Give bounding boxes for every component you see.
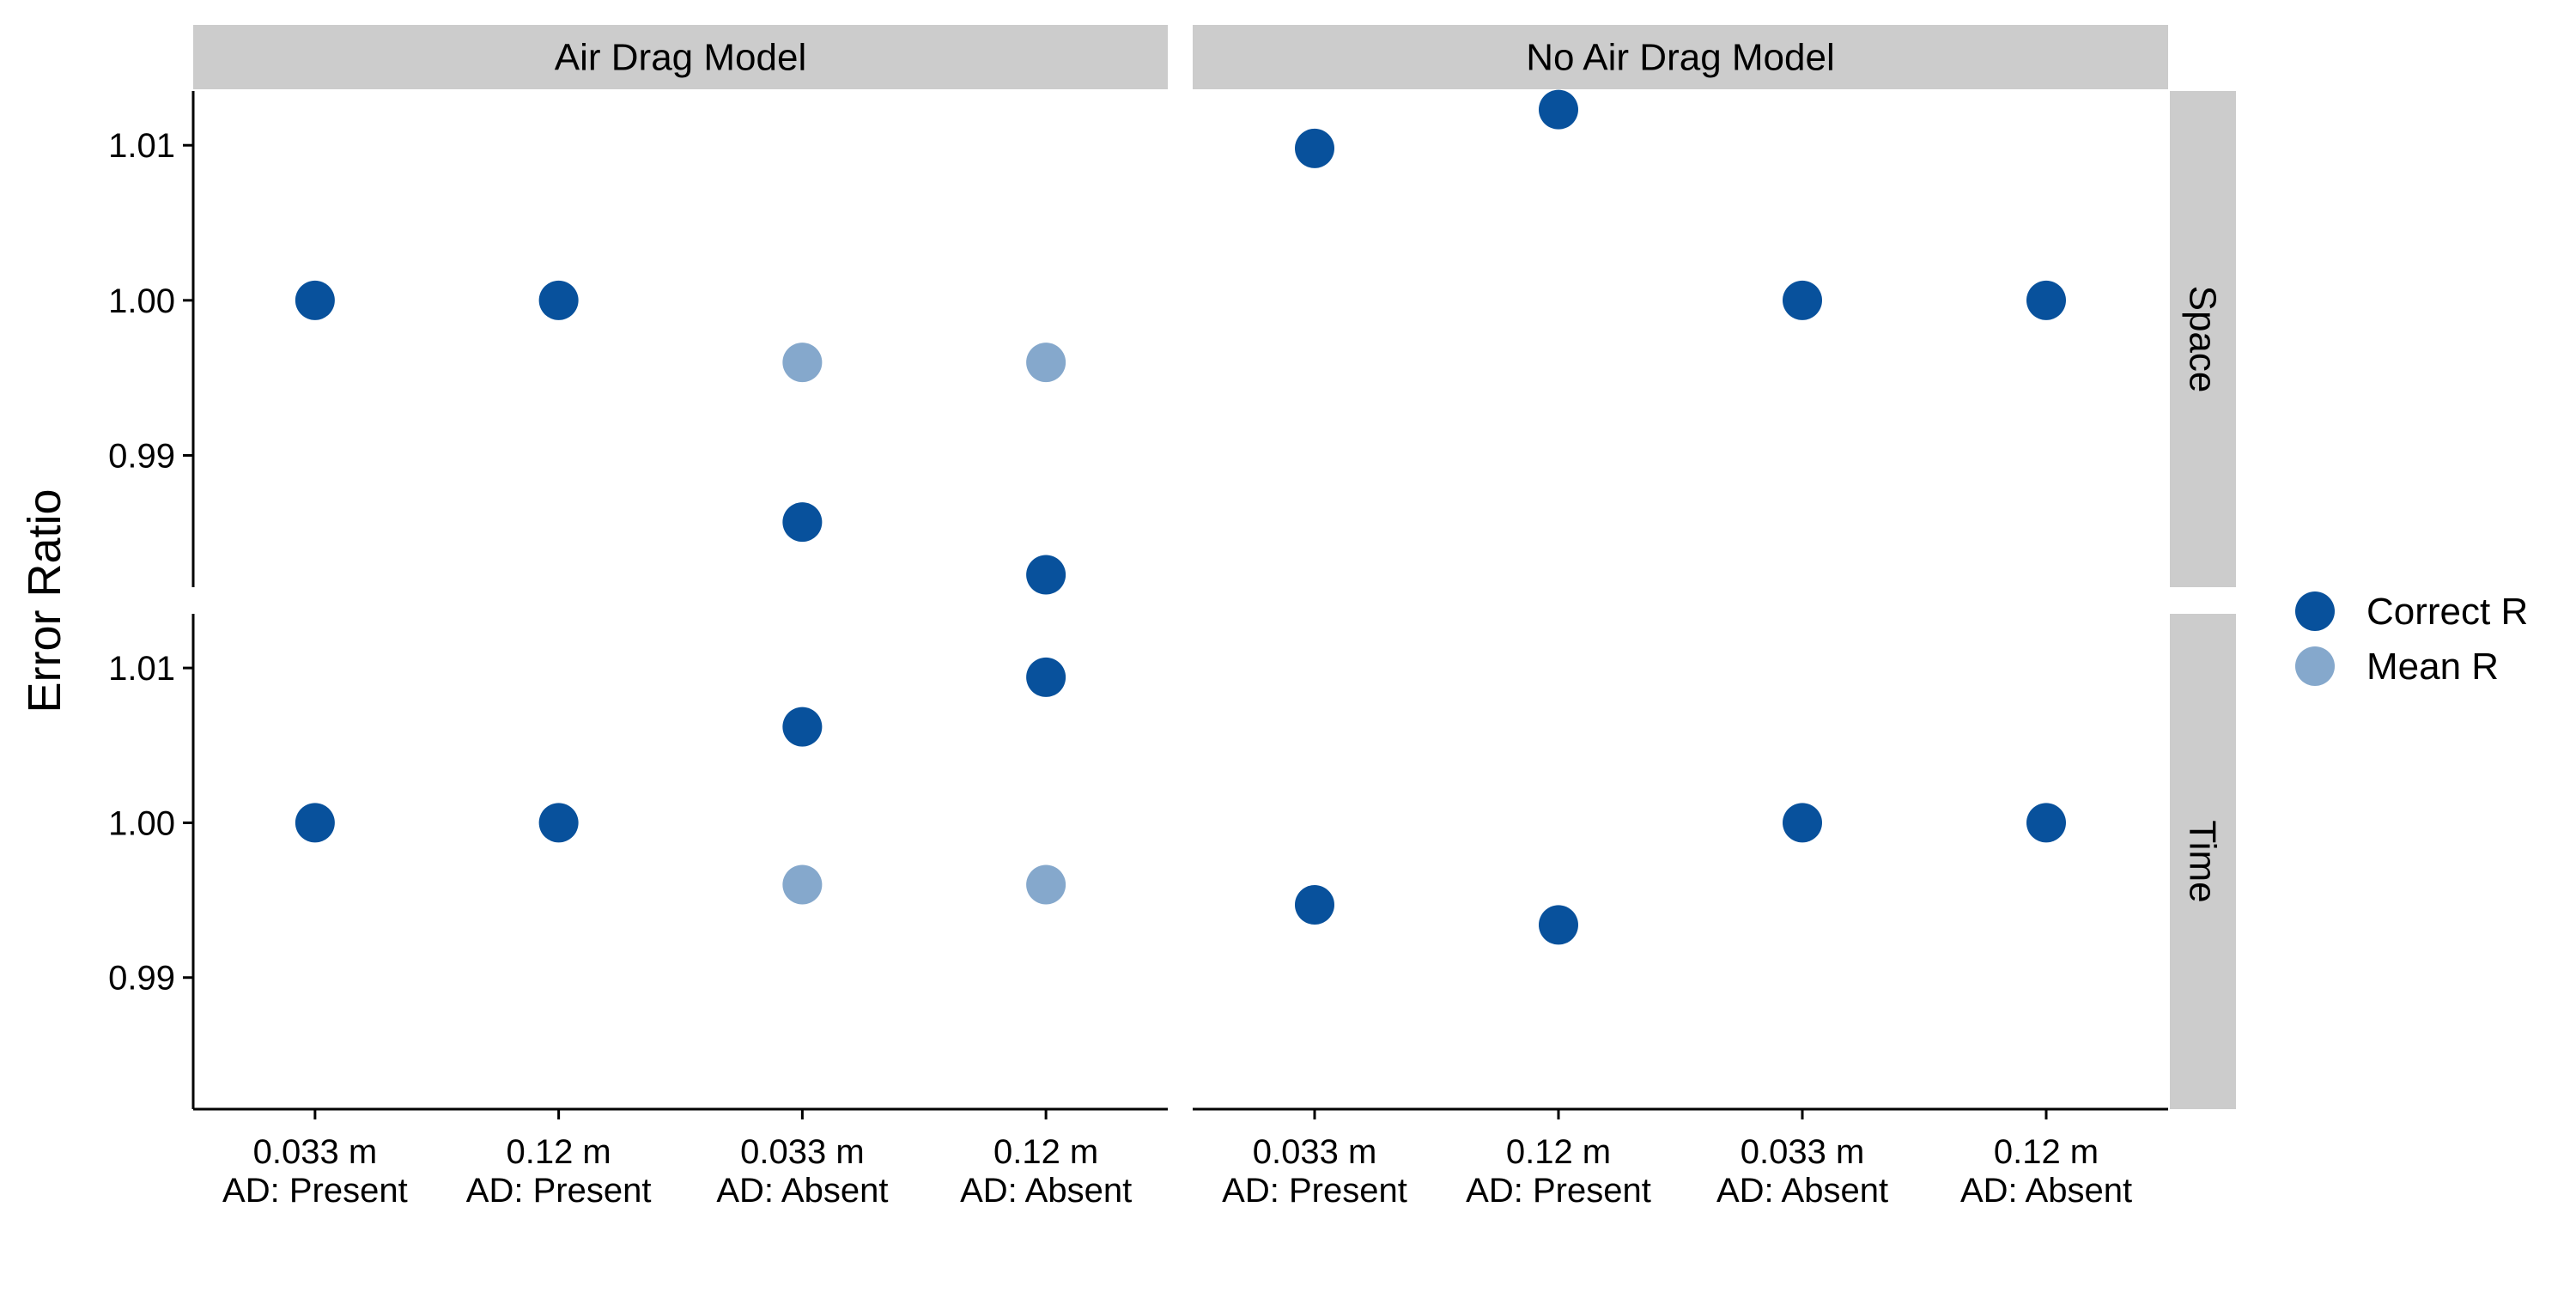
column-strip-no-air-drag-model: [1193, 25, 2168, 89]
x-tick-label-air-drag-model-2-line2: AD: Absent: [716, 1172, 888, 1210]
x-tick-label-no-air-drag-model-1-line2: AD: Present: [1466, 1172, 1651, 1210]
x-tick-label-air-drag-model-2-line1: 0.033 m: [740, 1133, 865, 1171]
y-tick-label-time-1: 1.00: [108, 804, 175, 842]
y-tick-label-time-2: 1.01: [108, 650, 175, 688]
y-tick-label-space-2: 1.01: [108, 127, 175, 165]
x-tick-label-air-drag-model-0-line1: 0.033 m: [253, 1133, 378, 1171]
row-strip-space: [2170, 91, 2236, 587]
legend-label-mean-r: Mean R: [2366, 646, 2499, 688]
x-tick-label-air-drag-model-1-line2: AD: Present: [466, 1172, 652, 1210]
x-tick-label-no-air-drag-model-0-line1: 0.033 m: [1253, 1133, 1377, 1171]
x-tick-label-air-drag-model-3-line2: AD: Absent: [960, 1172, 1132, 1210]
x-tick-label-air-drag-model-3-line1: 0.12 m: [993, 1133, 1098, 1171]
data-point-air-drag-model-time-correct-r-2: [782, 707, 823, 747]
column-strip-label-no-air-drag-model: No Air Drag Model: [1526, 37, 1834, 79]
data-point-air-drag-model-time-mean-r-2: [782, 864, 823, 905]
legend-label-correct-r: Correct R: [2366, 591, 2528, 633]
legend-key-correct-r: [2295, 591, 2335, 631]
y-tick-label-space-1: 1.00: [108, 282, 175, 320]
data-point-no-air-drag-model-time-correct-r-0: [1295, 884, 1334, 925]
data-point-air-drag-model-time-correct-r-1: [538, 803, 579, 843]
x-tick-label-air-drag-model-1-line1: 0.12 m: [506, 1133, 611, 1171]
x-tick-label-no-air-drag-model-0-line2: AD: Present: [1222, 1172, 1407, 1210]
x-tick-label-no-air-drag-model-3-line1: 0.12 m: [1994, 1133, 2099, 1171]
data-point-air-drag-model-time-correct-r-0: [295, 803, 335, 843]
y-tick-label-time-0: 0.99: [108, 960, 175, 998]
x-tick-label-no-air-drag-model-3-line2: AD: Absent: [1960, 1172, 2132, 1210]
data-point-no-air-drag-model-time-correct-r-2: [1783, 803, 1822, 843]
data-point-no-air-drag-model-space-correct-r-1: [1539, 89, 1578, 130]
x-tick-label-no-air-drag-model-2-line2: AD: Absent: [1716, 1172, 1888, 1210]
data-point-air-drag-model-space-correct-r-3: [1026, 555, 1066, 595]
data-point-no-air-drag-model-space-correct-r-3: [2026, 280, 2066, 320]
legend-key-mean-r: [2295, 646, 2335, 686]
data-point-no-air-drag-model-space-correct-r-2: [1783, 280, 1822, 320]
data-point-air-drag-model-time-correct-r-3: [1026, 657, 1066, 697]
data-point-air-drag-model-space-mean-r-3: [1026, 343, 1066, 383]
x-tick-label-air-drag-model-0-line2: AD: Present: [222, 1172, 408, 1210]
row-strip-label-time: Time: [2182, 820, 2224, 902]
column-strip-air-drag-model: [193, 25, 1168, 89]
row-strip-time: [2170, 614, 2236, 1109]
data-point-no-air-drag-model-space-correct-r-0: [1295, 128, 1334, 168]
y-tick-label-space-0: 0.99: [108, 437, 175, 475]
data-point-no-air-drag-model-time-correct-r-1: [1539, 905, 1578, 945]
row-strip-label-space: Space: [2182, 286, 2224, 393]
x-tick-label-no-air-drag-model-1-line1: 0.12 m: [1506, 1133, 1611, 1171]
data-point-air-drag-model-space-correct-r-2: [782, 502, 823, 543]
y-axis-title: Error Ratio: [19, 488, 70, 713]
data-point-air-drag-model-space-correct-r-1: [538, 280, 579, 320]
x-tick-label-no-air-drag-model-2-line1: 0.033 m: [1741, 1133, 1865, 1171]
data-point-no-air-drag-model-time-correct-r-3: [2026, 803, 2066, 843]
data-point-air-drag-model-time-mean-r-3: [1026, 864, 1066, 905]
data-point-air-drag-model-space-correct-r-0: [295, 280, 335, 320]
data-point-air-drag-model-space-mean-r-2: [782, 343, 823, 383]
column-strip-label-air-drag-model: Air Drag Model: [555, 37, 806, 79]
